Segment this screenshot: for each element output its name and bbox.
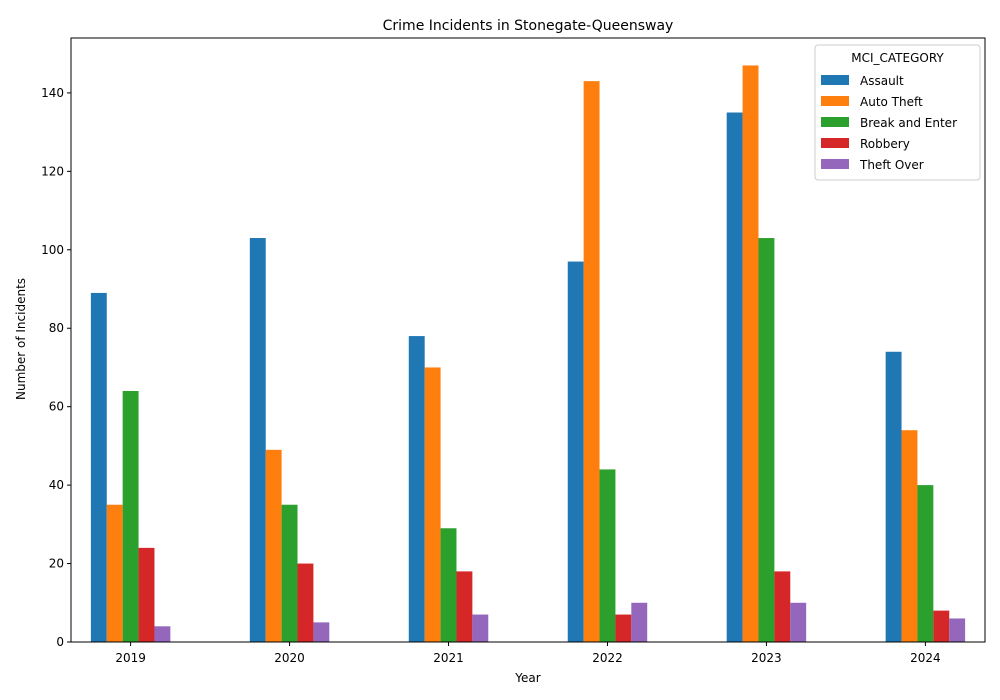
x-axis-title: Year (514, 671, 540, 685)
legend-frame (814, 44, 981, 181)
bar-theft-over-2021 (472, 614, 489, 642)
legend-label-auto-theft: Auto Theft (860, 95, 923, 109)
x-tick-label: 2023 (751, 651, 782, 665)
y-axis-title: Number of Incidents (14, 278, 28, 400)
bar-robbery-2019 (138, 547, 155, 642)
bar-auto-theft-2021 (424, 367, 441, 642)
bar-auto-theft-2020 (265, 449, 282, 642)
axes-group: 0 20 40 60 80 100 120 140 2019 2020 2021 2022 2023 20… (41, 37, 986, 665)
bar-auto-theft-2023 (742, 65, 759, 642)
x-tick-label: 2024 (910, 651, 941, 665)
y-tick-label: 60 (49, 400, 64, 414)
bar-assault-2024 (885, 351, 902, 642)
legend-label-assault: Assault (860, 74, 904, 88)
y-tick-label: 0 (56, 635, 64, 649)
bar-auto-theft-2019 (106, 504, 123, 642)
bar-assault-2021 (408, 336, 425, 642)
y-tick-label: 140 (41, 86, 64, 100)
plot-frame (70, 37, 986, 643)
bar-break-and-enter-2023 (758, 238, 775, 642)
x-tick-label: 2021 (433, 651, 464, 665)
x-tick-label: 2022 (592, 651, 623, 665)
legend-swatch-theft-over (821, 159, 849, 169)
bar-assault-2022 (567, 261, 584, 642)
bar-break-and-enter-2021 (440, 528, 457, 642)
y-tick-label: 20 (49, 557, 64, 571)
y-tick-label: 40 (49, 478, 64, 492)
y-tick-label: 120 (41, 164, 64, 178)
legend-label-break-and-enter: Break and Enter (860, 116, 957, 130)
legend-swatch-assault (821, 75, 849, 85)
bar-theft-over-2024 (949, 618, 966, 642)
bars-group (90, 65, 966, 642)
bar-theft-over-2020 (313, 622, 330, 642)
legend: MCI_CATEGORY Assault Auto Theft Break and E… (814, 44, 981, 181)
bar-robbery-2023 (774, 571, 791, 642)
bar-assault-2019 (90, 292, 107, 642)
legend-swatch-robbery (821, 138, 849, 148)
legend-swatch-auto-theft (821, 96, 849, 106)
legend-swatch-break-and-enter (821, 117, 849, 127)
bar-auto-theft-2024 (901, 430, 918, 642)
bar-auto-theft-2022 (583, 81, 600, 642)
bar-theft-over-2023 (790, 602, 807, 642)
legend-label-robbery: Robbery (860, 137, 910, 151)
legend-title: MCI_CATEGORY (851, 51, 944, 65)
bar-break-and-enter-2024 (917, 485, 934, 642)
bar-robbery-2021 (456, 571, 473, 642)
bar-assault-2020 (249, 238, 266, 642)
bar-theft-over-2019 (154, 626, 171, 642)
bar-robbery-2024 (933, 610, 950, 642)
y-tick-label: 100 (41, 243, 64, 257)
bar-theft-over-2022 (631, 602, 648, 642)
x-tick-label: 2020 (274, 651, 305, 665)
bar-assault-2023 (726, 112, 743, 642)
legend-label-theft-over: Theft Over (859, 158, 924, 172)
x-tick-label: 2019 (115, 651, 146, 665)
bar-robbery-2020 (297, 563, 314, 642)
bar-robbery-2022 (615, 614, 632, 642)
y-tick-label: 80 (49, 321, 64, 335)
bar-break-and-enter-2019 (122, 390, 139, 642)
bar-break-and-enter-2022 (599, 469, 616, 642)
bar-break-and-enter-2020 (281, 504, 298, 642)
chart-title: Crime Incidents in Stonegate-Queensway (383, 18, 674, 34)
